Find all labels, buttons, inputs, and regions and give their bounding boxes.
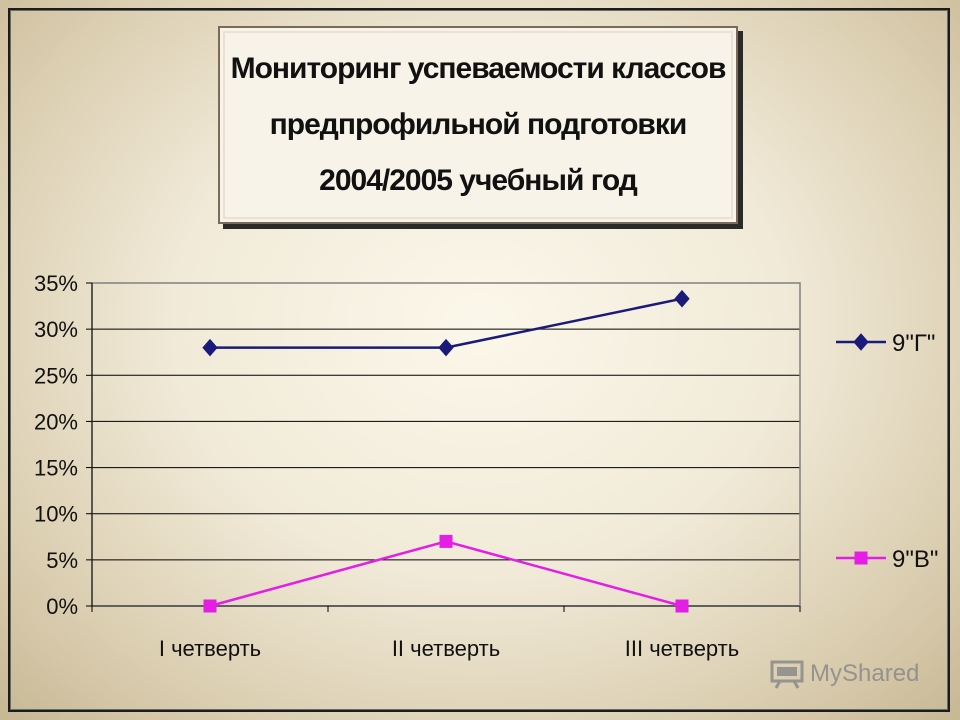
plot-area xyxy=(91,282,801,607)
legend-marker xyxy=(854,551,868,565)
chart-title-line-2: предпрофильной подготовки xyxy=(269,108,688,141)
legend-label: 9"Г" xyxy=(892,330,935,357)
series-9g xyxy=(202,289,690,357)
y-tick-label: 30% xyxy=(34,317,78,342)
x-axis-ticks: I четверть II четверть III четверть xyxy=(91,606,801,661)
series-line xyxy=(209,540,683,608)
slide-frame xyxy=(8,8,950,712)
series xyxy=(202,289,690,613)
data-point xyxy=(674,289,690,308)
legend: 9"Г" 9"В" xyxy=(836,330,938,573)
x-tick-label: I четверть xyxy=(159,636,261,661)
x-tick-label: III четверть xyxy=(625,636,739,661)
data-point xyxy=(202,338,218,357)
y-tick-label: 15% xyxy=(34,456,78,481)
chart-title-line-1: Мониторинг успеваемости классов xyxy=(230,52,727,85)
y-tick-label: 25% xyxy=(34,363,78,388)
data-point xyxy=(439,534,453,548)
presentation-icon xyxy=(770,660,804,689)
y-tick-label: 20% xyxy=(34,409,78,434)
chart-title-box: Мониторинг успеваемости классов предпроф… xyxy=(218,26,738,224)
x-tick-label: II четверть xyxy=(392,636,500,661)
y-axis-ticks: 0% 5% 10% 15% 20% 25% 30% 35% xyxy=(34,271,93,619)
data-point xyxy=(675,599,689,613)
data-point xyxy=(203,599,217,613)
y-tick-label: 5% xyxy=(46,548,78,573)
legend-entry: 9"Г" xyxy=(836,330,935,357)
legend-label: 9"В" xyxy=(892,546,938,573)
chart-title-line-3: 2004/2005 учебный год xyxy=(319,164,638,197)
watermark-text: MyShared xyxy=(810,660,920,687)
series-9v xyxy=(203,534,689,613)
data-point xyxy=(438,338,454,357)
watermark: MyShared xyxy=(770,656,919,692)
y-tick-label: 0% xyxy=(46,594,78,619)
legend-marker xyxy=(853,333,869,351)
gridlines xyxy=(92,282,800,607)
y-tick-label: 35% xyxy=(34,271,78,296)
legend-entry: 9"В" xyxy=(836,546,938,573)
y-tick-label: 10% xyxy=(34,502,78,527)
